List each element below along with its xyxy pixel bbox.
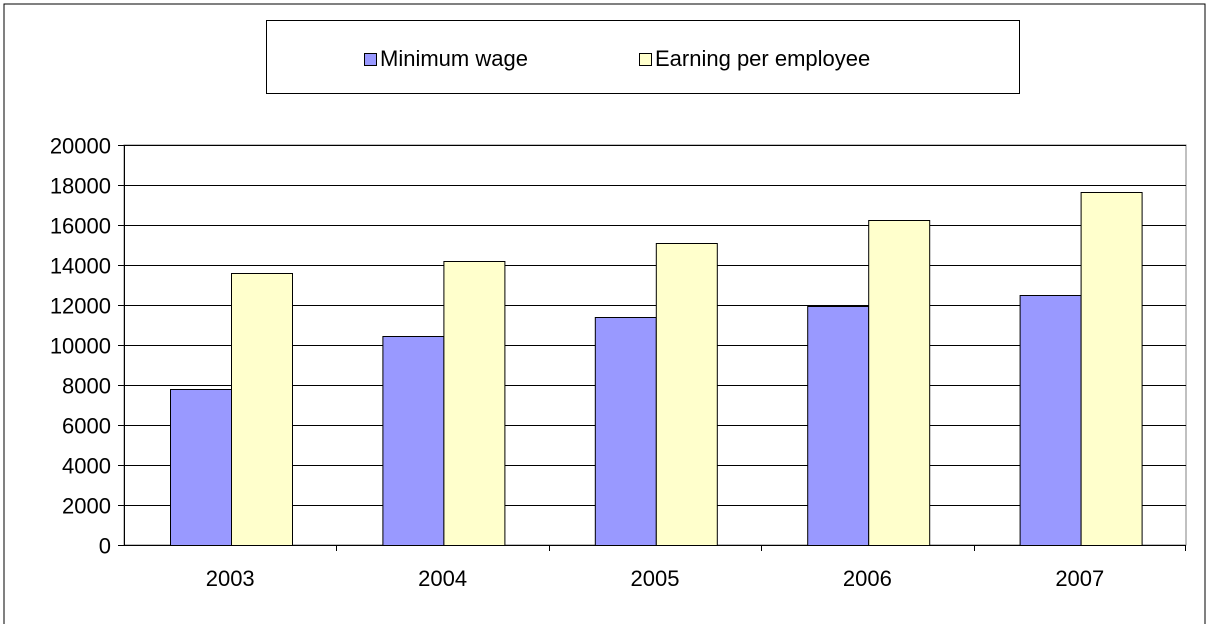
legend-label-minimum-wage: Minimum wage [380,46,528,71]
x-tick-label: 2007 [1055,566,1104,591]
x-tick-label: 2003 [206,566,255,591]
bar-minimum-wage [807,306,870,546]
y-tick-label: 12000 [50,294,111,319]
bar-minimum-wage [382,336,445,546]
y-tick-label: 20000 [50,134,111,159]
bar-earning-per-employee [443,261,506,546]
bar-earning-per-employee [1080,192,1143,546]
y-tick-label: 10000 [50,334,111,359]
bar-earning-per-employee [655,243,718,546]
y-tick-label: 0 [99,534,111,559]
x-tick-label: 2005 [631,566,680,591]
bar-minimum-wage [170,389,232,546]
x-tick-label: 2004 [418,566,467,591]
legend-label-earning-per-employee: Earning per employee [655,46,871,71]
legend-entry-earning-per-employee: Earning per employee [639,46,870,72]
bar-minimum-wage [1019,295,1082,546]
y-tick-label: 2000 [62,494,111,519]
y-tick-label: 6000 [62,414,111,439]
y-tick-label: 14000 [50,254,111,279]
y-tick-label: 16000 [50,214,111,239]
bar-minimum-wage [594,317,657,546]
legend-swatch-earning-per-employee [639,52,652,66]
y-tick-label: 8000 [62,374,111,399]
legend: Minimum wage Earning per employee [266,20,1020,94]
y-tick-label: 4000 [62,454,111,479]
legend-entry-minimum-wage: Minimum wage [364,46,528,72]
legend-swatch-minimum-wage [364,52,377,66]
bar-earning-per-employee [231,273,293,546]
x-tick-label: 2006 [843,566,892,591]
y-tick-label: 18000 [50,174,111,199]
bar-earning-per-employee [868,220,931,546]
